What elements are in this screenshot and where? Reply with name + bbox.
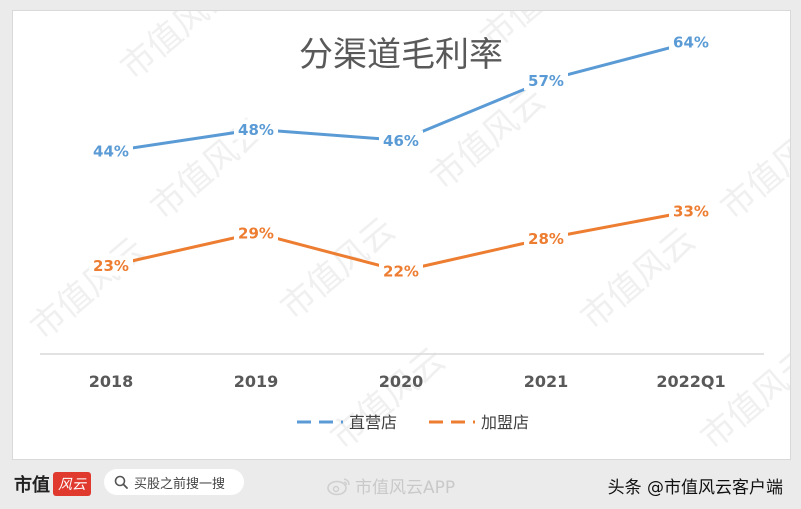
- data-label: 64%: [673, 34, 709, 52]
- watermark-text: 市值风云: [713, 110, 790, 228]
- data-label-bg: [669, 32, 713, 53]
- data-label: 46%: [383, 132, 419, 150]
- brand-badge: 风云: [53, 472, 91, 496]
- data-label-bg: [669, 201, 713, 222]
- search-input[interactable]: 买股之前搜一搜: [134, 476, 226, 492]
- legend-label: 加盟店: [481, 413, 529, 432]
- data-label-bg: [234, 222, 278, 243]
- brand-text: 市值: [14, 475, 50, 496]
- data-labels: 44% 48% 46% 57% 64% 23% 29% 22% 28% 33%: [89, 32, 713, 282]
- data-label: 57%: [528, 72, 564, 90]
- watermark-text: 市值风云: [573, 220, 703, 338]
- watermark-text: 市值风云: [693, 340, 790, 458]
- watermark-text: 市值风云: [23, 230, 153, 348]
- x-tick-label: 2018: [89, 372, 134, 391]
- x-tick-label: 2021: [524, 372, 569, 391]
- x-axis-ticks: 2018 2019 2020 2021 2022Q1: [89, 372, 726, 391]
- x-tick-label: 2020: [379, 372, 424, 391]
- data-label-bg: [524, 228, 568, 249]
- chart-title: 分渠道毛利率: [299, 35, 503, 75]
- data-label: 23%: [93, 257, 129, 275]
- chart-card: 市值风云市值风云市值风云市值风云市值风云市值风云市值风云市值风云市值风云市值风云…: [12, 10, 791, 460]
- footer-bar: 市值 风云 买股之前搜一搜 市值风云APP 头条 @市值风云客户端: [0, 460, 801, 509]
- weibo-icon: [327, 477, 350, 495]
- data-label-bg: [89, 255, 133, 276]
- data-label: 48%: [238, 121, 274, 139]
- search-icon: [114, 475, 128, 489]
- data-label: 22%: [383, 263, 419, 281]
- data-label: 28%: [528, 230, 564, 248]
- legend-label: 直营店: [349, 413, 397, 432]
- app-label: 市值风云APP: [355, 478, 456, 498]
- data-label-bg: [379, 130, 423, 151]
- data-label-bg: [234, 119, 278, 140]
- data-label: 44%: [93, 143, 129, 161]
- watermark-text: 市值风云: [323, 340, 453, 458]
- data-label: 33%: [673, 203, 709, 221]
- x-tick-label: 2019: [234, 372, 279, 391]
- app-watermark: 市值风云APP: [326, 473, 455, 498]
- x-tick-label: 2022Q1: [656, 372, 725, 391]
- data-label-bg: [89, 141, 133, 162]
- data-label-bg: [379, 261, 423, 282]
- brand-logo[interactable]: 市值 风云: [14, 470, 91, 498]
- watermark-text: 市值风云: [113, 11, 243, 88]
- data-label-bg: [524, 70, 568, 91]
- source-credit: 头条 @市值风云客户端: [607, 478, 783, 498]
- legend: 直营店 加盟店: [297, 413, 529, 432]
- watermark-text: 市值风云: [423, 80, 553, 198]
- data-label: 29%: [238, 224, 274, 242]
- line-chart: 市值风云市值风云市值风云市值风云市值风云市值风云市值风云市值风云市值风云市值风云…: [23, 11, 790, 458]
- search-box[interactable]: 买股之前搜一搜: [104, 469, 244, 495]
